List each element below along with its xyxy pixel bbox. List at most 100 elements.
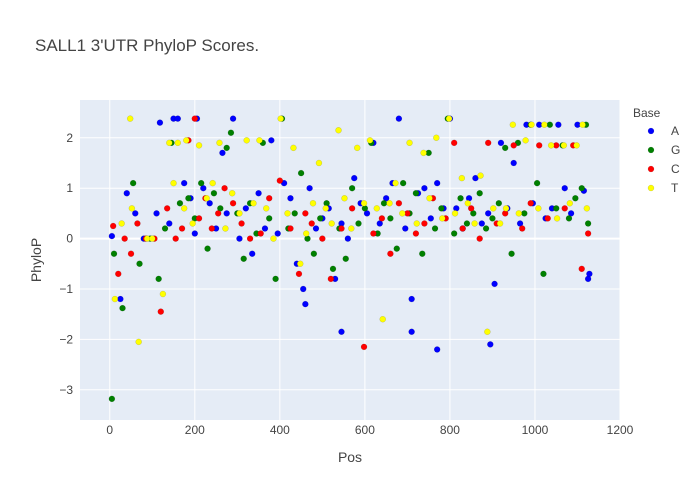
data-point-t[interactable] xyxy=(406,139,413,147)
data-point-a[interactable] xyxy=(153,210,160,217)
data-point-t[interactable] xyxy=(509,121,517,128)
data-point-a[interactable] xyxy=(510,159,517,167)
data-point-g[interactable] xyxy=(329,265,337,273)
data-point-t[interactable] xyxy=(315,159,323,167)
data-point-c[interactable] xyxy=(266,195,273,202)
data-point-g[interactable] xyxy=(266,215,273,222)
data-point-t[interactable] xyxy=(386,200,393,207)
data-point-t[interactable] xyxy=(166,139,173,147)
data-point-g[interactable] xyxy=(533,179,541,187)
data-point-c[interactable] xyxy=(172,235,179,242)
data-point-t[interactable] xyxy=(484,328,491,336)
data-point-t[interactable] xyxy=(426,195,433,202)
data-point-a[interactable] xyxy=(487,341,494,348)
data-point-t[interactable] xyxy=(290,144,297,152)
data-point-t[interactable] xyxy=(180,205,188,212)
data-point-t[interactable] xyxy=(149,235,156,242)
data-point-t[interactable] xyxy=(528,121,535,128)
data-point-g[interactable] xyxy=(412,190,420,197)
data-point-t[interactable] xyxy=(541,121,548,128)
data-point-g[interactable] xyxy=(393,245,400,252)
data-point-a[interactable] xyxy=(123,190,130,197)
data-point-a[interactable] xyxy=(338,328,345,336)
data-point-t[interactable] xyxy=(553,215,561,222)
data-point-a[interactable] xyxy=(344,235,352,242)
data-point-g[interactable] xyxy=(223,144,230,152)
data-point-c[interactable] xyxy=(536,142,543,149)
data-point-g[interactable] xyxy=(348,184,356,192)
data-point-t[interactable] xyxy=(128,205,136,212)
data-point-c[interactable] xyxy=(476,235,483,242)
data-point-c[interactable] xyxy=(257,230,264,237)
data-point-a[interactable] xyxy=(255,190,262,197)
data-point-g[interactable] xyxy=(310,250,318,257)
data-point-t[interactable] xyxy=(490,205,497,212)
data-point-t[interactable] xyxy=(111,295,119,303)
data-point-g[interactable] xyxy=(161,225,169,232)
data-point-c[interactable] xyxy=(319,235,326,242)
data-point-g[interactable] xyxy=(572,195,579,202)
plot-area[interactable] xyxy=(80,100,620,420)
data-point-a[interactable] xyxy=(166,220,173,227)
data-point-c[interactable] xyxy=(221,184,228,192)
data-point-g[interactable] xyxy=(489,215,496,222)
data-point-t[interactable] xyxy=(216,139,223,147)
data-point-t[interactable] xyxy=(322,205,329,212)
data-point-g[interactable] xyxy=(450,230,458,237)
data-point-t[interactable] xyxy=(445,115,453,122)
data-point-t[interactable] xyxy=(502,205,510,212)
data-point-t[interactable] xyxy=(328,220,335,227)
data-point-c[interactable] xyxy=(127,250,135,257)
data-point-t[interactable] xyxy=(203,195,210,202)
data-point-g[interactable] xyxy=(227,129,235,136)
data-point-c[interactable] xyxy=(302,210,309,217)
data-point-t[interactable] xyxy=(195,142,203,149)
data-point-c[interactable] xyxy=(134,220,141,227)
data-point-g[interactable] xyxy=(565,215,573,222)
data-point-c[interactable] xyxy=(246,235,254,242)
data-point-g[interactable] xyxy=(380,200,388,207)
data-point-t[interactable] xyxy=(277,115,284,122)
data-point-g[interactable] xyxy=(578,184,585,192)
data-point-a[interactable] xyxy=(242,205,250,212)
data-point-a[interactable] xyxy=(249,250,256,257)
data-point-t[interactable] xyxy=(354,144,361,152)
data-point-t[interactable] xyxy=(413,220,420,227)
data-point-a[interactable] xyxy=(408,328,415,336)
data-point-g[interactable] xyxy=(495,200,503,207)
data-point-a[interactable] xyxy=(491,280,498,288)
data-point-c[interactable] xyxy=(578,265,585,273)
legend-item-c[interactable]: C xyxy=(647,162,680,176)
data-point-c[interactable] xyxy=(327,275,335,283)
data-point-t[interactable] xyxy=(209,179,216,187)
data-point-g[interactable] xyxy=(431,225,439,232)
data-point-g[interactable] xyxy=(204,245,211,252)
data-point-t[interactable] xyxy=(222,225,229,232)
data-point-a[interactable] xyxy=(229,115,237,122)
data-point-t[interactable] xyxy=(126,115,134,122)
data-point-t[interactable] xyxy=(183,137,190,144)
data-point-g[interactable] xyxy=(272,275,279,283)
data-point-a[interactable] xyxy=(395,115,403,122)
data-point-c[interactable] xyxy=(308,220,315,227)
data-point-c[interactable] xyxy=(378,215,386,222)
data-point-a[interactable] xyxy=(132,210,139,217)
data-point-c[interactable] xyxy=(527,200,534,207)
data-point-a[interactable] xyxy=(427,215,434,222)
data-point-t[interactable] xyxy=(471,220,478,227)
data-point-a[interactable] xyxy=(268,137,275,144)
data-point-a[interactable] xyxy=(402,225,409,232)
data-point-c[interactable] xyxy=(519,225,526,232)
data-point-a[interactable] xyxy=(174,115,181,122)
data-point-t[interactable] xyxy=(250,200,257,207)
data-point-c[interactable] xyxy=(544,215,551,222)
data-point-t[interactable] xyxy=(583,205,591,212)
data-point-a[interactable] xyxy=(421,184,428,192)
data-point-g[interactable] xyxy=(129,179,137,187)
data-point-c[interactable] xyxy=(214,210,222,217)
data-point-g[interactable] xyxy=(501,144,509,152)
data-point-t[interactable] xyxy=(303,230,310,237)
data-point-t[interactable] xyxy=(392,179,399,187)
